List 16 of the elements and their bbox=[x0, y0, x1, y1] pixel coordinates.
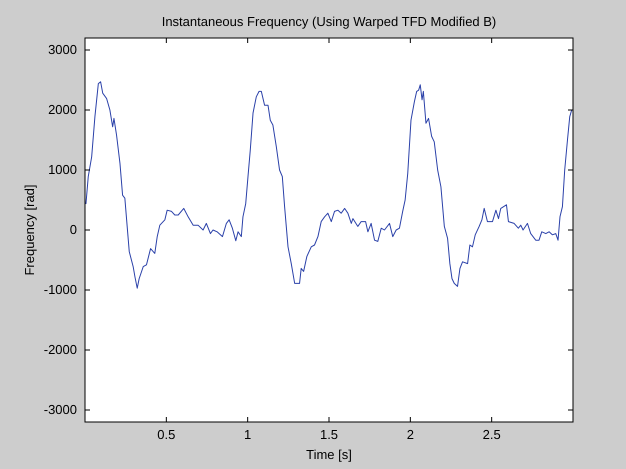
y-tick-label: -2000 bbox=[44, 342, 77, 358]
y-tick-label: 1000 bbox=[48, 162, 77, 178]
line-series bbox=[85, 81, 572, 289]
y-tick-label: -1000 bbox=[44, 282, 77, 298]
y-tick-label: 0 bbox=[70, 222, 77, 238]
x-tick-label: 1.5 bbox=[320, 427, 338, 442]
y-tick-label: 2000 bbox=[48, 102, 77, 118]
x-tick-label: 1 bbox=[244, 427, 252, 442]
y-tick-label: -3000 bbox=[44, 402, 77, 418]
x-tick-label: 2.5 bbox=[482, 427, 501, 442]
y-tick-label: 3000 bbox=[48, 42, 77, 58]
x-tick-label: 0.5 bbox=[157, 427, 176, 442]
chart-title: Instantaneous Frequency (Using Warped TFD Modified B) bbox=[162, 14, 496, 29]
y-axis-title: Frequency [rad] bbox=[22, 184, 37, 276]
x-axis-title: Time [s] bbox=[306, 447, 352, 462]
x-tick-label: 2 bbox=[406, 427, 414, 442]
